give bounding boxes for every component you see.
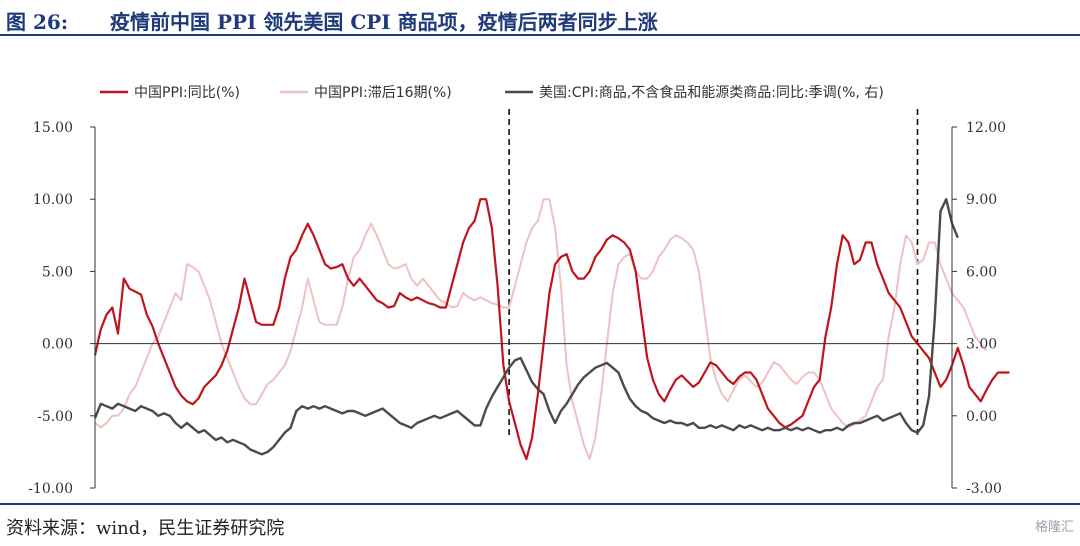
left-tick-label: 10.00 — [33, 192, 73, 208]
right-tick-label: 3.00 — [966, 337, 997, 353]
left-tick-label: -5.00 — [37, 409, 73, 425]
left-tick-label: 0.00 — [42, 337, 73, 353]
legend-label-3: 美国:CPI:商品,不含食品和能源类商品:同比:季调(%, 右) — [539, 84, 884, 101]
reference-lines — [508, 109, 919, 436]
series-line-3 — [93, 197, 959, 456]
left-tick-label: 15.00 — [33, 120, 73, 136]
series-line-2 — [94, 198, 988, 461]
left-tick-label: 5.00 — [42, 264, 73, 280]
right-tick-label: 6.00 — [966, 264, 997, 280]
footer-rule — [0, 503, 1080, 505]
legend: 中国PPI:同比(%) 中国PPI:滞后16期(%) 美国:CPI:商品,不含食品和… — [100, 84, 884, 101]
legend-label-2: 中国PPI:滞后16期(%) — [314, 85, 452, 101]
series-line-1 — [93, 198, 1010, 461]
figure-source: 资料来源：wind，民生证券研究院 — [6, 518, 285, 539]
right-tick-label: 9.00 — [966, 192, 997, 208]
axes — [94, 127, 953, 488]
left-tick-label: -10.00 — [28, 481, 73, 497]
line-chart: 中国PPI:同比(%) 中国PPI:滞后16期(%) 美国:CPI:商品,不含食品和… — [28, 84, 1010, 497]
left-axis-ticks: 15.00 10.00 5.00 0.00 -5.00 -10.00 — [28, 120, 95, 497]
figure-title: 疫情前中国 PPI 领先美国 CPI 商品项，疫情后两者同步上涨 — [110, 10, 658, 34]
legend-label-1: 中国PPI:同比(%) — [134, 85, 240, 101]
figure-label: 图 26: — [6, 10, 69, 34]
right-tick-label: -3.00 — [966, 481, 1002, 497]
header-rule — [0, 34, 1080, 36]
watermark-text: 格隆汇 — [1034, 520, 1074, 535]
figure-header: 图 26: 疫情前中国 PPI 领先美国 CPI 商品项，疫情后两者同步上涨 — [0, 0, 1080, 36]
right-tick-label: 0.00 — [966, 409, 997, 425]
series-lines — [93, 197, 1010, 461]
right-tick-label: 12.00 — [966, 120, 1006, 136]
right-axis-ticks: 12.00 9.00 6.00 3.00 0.00 -3.00 — [952, 120, 1006, 497]
